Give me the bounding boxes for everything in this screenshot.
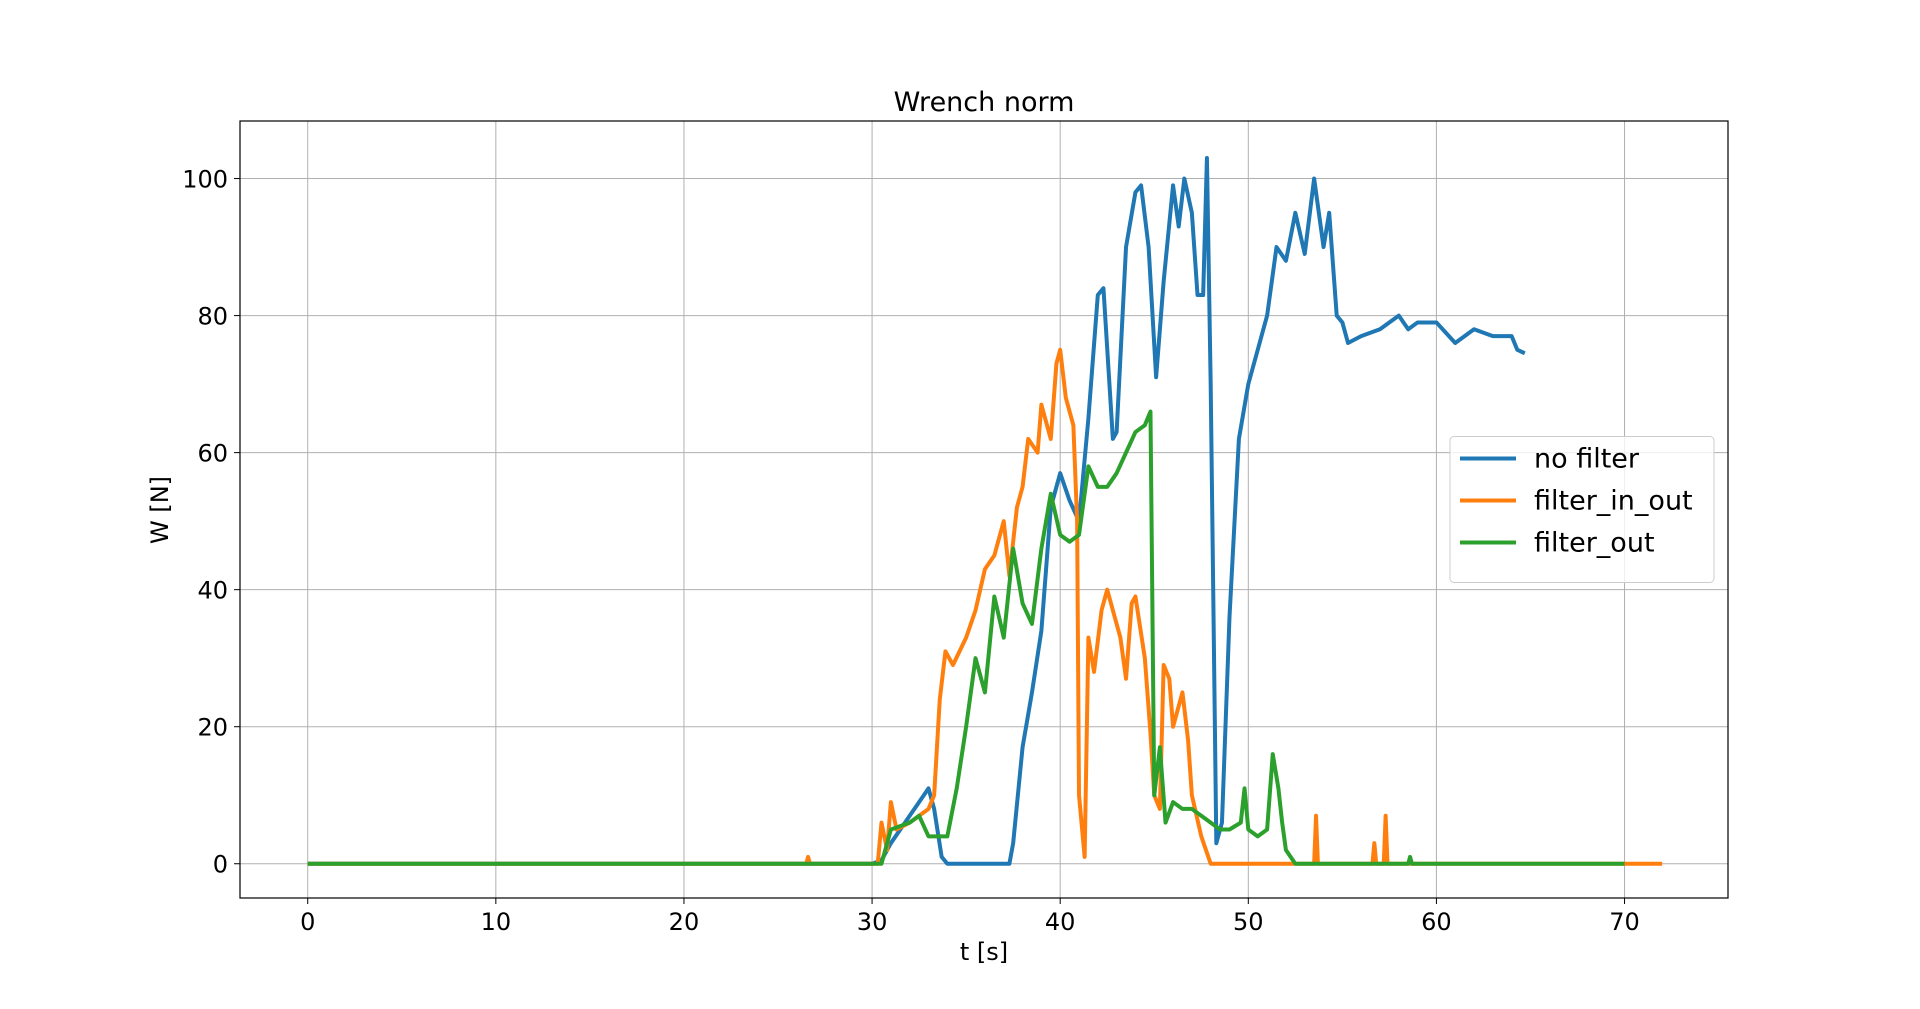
data-line [307,156,1526,866]
x-tick-label: 20 [669,908,700,936]
x-tick-label: 30 [857,908,888,936]
x-tick-label: 60 [1421,908,1452,936]
y-tick-label: 0 [213,851,228,879]
x-axis-label: t [s] [960,938,1008,966]
x-tick-label: 10 [481,908,512,936]
x-tick-label: 70 [1609,908,1640,936]
legend-label: filter_in_out [1534,486,1693,517]
data-line [307,409,1625,866]
legend-box [1449,436,1715,583]
x-tick-label: 0 [300,908,315,936]
legend: no filter filter_in_out filter_out [1449,436,1715,583]
legend-label: filter_out [1534,528,1655,559]
chart-title: Wrench norm [894,87,1075,118]
y-tick-label: 40 [197,577,228,605]
y-tick-label: 100 [182,166,228,194]
plot-frame [239,120,1729,899]
y-tick-label: 80 [197,303,228,331]
legend-label: no filter [1534,444,1640,475]
data-line [307,347,1663,866]
y-axis-label: W [N] [146,476,174,544]
y-tick-label: 60 [197,440,228,468]
x-tick-label: 50 [1233,908,1264,936]
y-tick-label: 20 [197,714,228,742]
x-tick-label: 40 [1045,908,1076,936]
